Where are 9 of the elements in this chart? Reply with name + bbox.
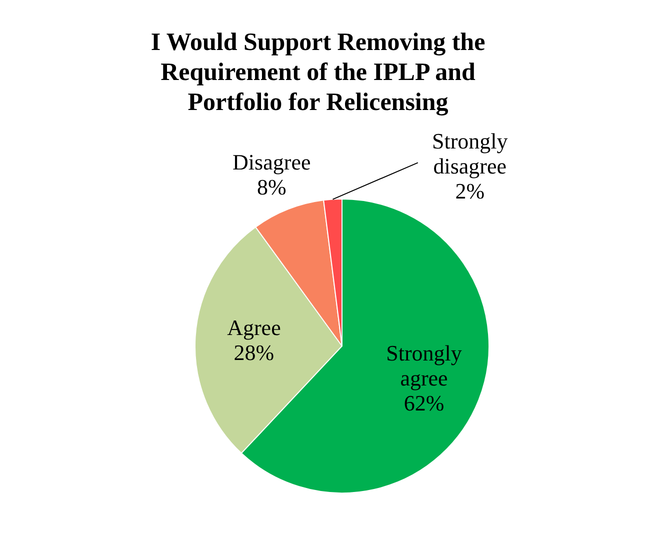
slice-label: Strongly agree [386,340,462,390]
slice-label: Disagree [232,150,311,175]
chart-title: I Would Support Removing the Requirement of the IPLP and Portfolio for Relicensing [150,29,486,116]
slice-label: Agree [227,314,281,340]
slice-label: Strongly disagree [432,128,508,179]
data-label: 8% [256,174,286,200]
data-label: 2% [455,178,485,204]
data-label: 28% [234,340,274,365]
data-label: 62% [404,390,444,416]
